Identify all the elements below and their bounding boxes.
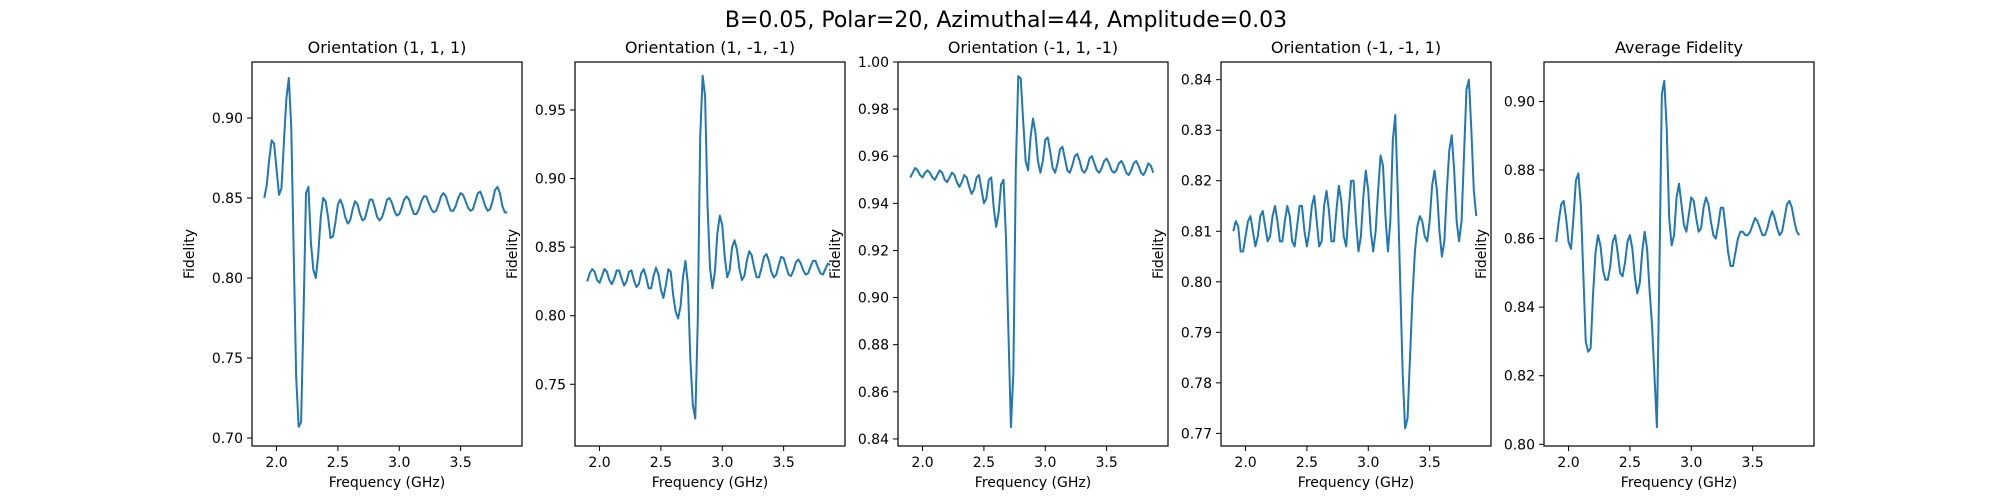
y-tick-label: 0.79: [1181, 325, 1212, 341]
y-tick-label: 0.96: [858, 149, 889, 165]
series-line: [909, 75, 1155, 429]
subplot-title: Average Fidelity: [1615, 38, 1743, 57]
x-tick-label: 2.0: [911, 455, 933, 471]
x-tick-label: 2.0: [588, 455, 610, 471]
y-tick-label: 0.84: [1181, 73, 1212, 89]
y-tick-label: 0.80: [212, 271, 243, 287]
y-tick-label: 0.90: [212, 111, 243, 127]
y-axis-label: Fidelity: [1474, 229, 1490, 279]
plot-frame: [1220, 61, 1492, 447]
plot-frame: [574, 61, 846, 447]
series-line: [1555, 79, 1801, 429]
y-tick-label: 0.84: [1504, 300, 1535, 316]
subplot-panels: 2.0 2.5 3.0 3.5 0.70 0.75 0.80 0.85 0.90 Orientat…: [182, 38, 1815, 491]
x-tick-label: 2.5: [973, 455, 995, 471]
x-tick-label: 3.5: [1419, 455, 1441, 471]
y-tick-label: 0.86: [858, 385, 889, 401]
x-tick-label: 3.5: [773, 455, 795, 471]
x-tick-label: 2.5: [1619, 455, 1641, 471]
y-tick-label: 0.88: [1504, 163, 1535, 179]
series-line: [586, 74, 831, 420]
x-tick-label: 2.0: [265, 455, 287, 471]
x-axis-label: Frequency (GHz): [975, 475, 1091, 491]
subplot-title: Orientation (1, 1, 1): [308, 38, 467, 57]
y-tick-label: 0.90: [858, 291, 889, 307]
y-tick-label: 0.77: [1181, 426, 1212, 442]
y-tick-label: 0.85: [535, 240, 566, 256]
plot-frame: [1543, 61, 1815, 447]
x-tick-label: 2.5: [327, 455, 349, 471]
x-tick-label: 3.0: [388, 455, 410, 471]
y-tick-label: 0.82: [1504, 369, 1535, 385]
x-tick-label: 3.0: [1034, 455, 1056, 471]
subplot-5: 2.0 2.5 3.0 3.5 0.80 0.82 0.84 0.86 0.88 0.90 Aver…: [1474, 38, 1815, 491]
x-tick-label: 3.0: [711, 455, 733, 471]
x-tick-label: 2.5: [1296, 455, 1318, 471]
y-tick-label: 0.75: [212, 351, 243, 367]
subplot-1: 2.0 2.5 3.0 3.5 0.70 0.75 0.80 0.85 0.90 Orientat…: [182, 38, 523, 491]
subplot-4: 2.0 2.5 3.0 3.5 0.77 0.78 0.79 0.80 0.81 0.82 0.83…: [1151, 38, 1492, 491]
y-tick-label: 0.81: [1181, 224, 1212, 240]
x-tick-label: 3.0: [1357, 455, 1379, 471]
y-tick-label: 1.00: [858, 55, 889, 71]
plot-frame: [897, 61, 1169, 447]
x-tick-label: 3.5: [1096, 455, 1118, 471]
y-tick-label: 0.80: [1504, 437, 1535, 453]
y-tick-label: 0.92: [858, 243, 889, 259]
y-tick-label: 0.75: [535, 377, 566, 393]
subplot-2: 2.0 2.5 3.0 3.5 0.75 0.80 0.85 0.90 0.95 Orientat…: [505, 38, 846, 491]
y-tick-label: 0.85: [212, 191, 243, 207]
y-tick-label: 0.90: [1504, 94, 1535, 110]
subplot-title: Orientation (-1, -1, 1): [1271, 38, 1441, 57]
y-tick-label: 0.80: [1181, 275, 1212, 291]
y-tick-label: 0.86: [1504, 232, 1535, 248]
y-tick-label: 0.70: [212, 431, 243, 447]
y-tick-label: 0.82: [1181, 174, 1212, 190]
y-axis-label: Fidelity: [505, 229, 521, 279]
y-axis-label: Fidelity: [1151, 229, 1167, 279]
y-tick-label: 0.95: [535, 103, 566, 119]
x-axis-label: Frequency (GHz): [329, 475, 445, 491]
subplot-title: Orientation (-1, 1, -1): [948, 38, 1118, 57]
y-tick-label: 0.84: [858, 432, 889, 448]
x-tick-label: 3.5: [1742, 455, 1764, 471]
plot-frame: [251, 61, 523, 447]
x-tick-label: 2.0: [1234, 455, 1256, 471]
y-axis-label: Fidelity: [828, 229, 844, 279]
y-tick-label: 0.78: [1181, 376, 1212, 392]
y-tick-label: 0.98: [858, 102, 889, 118]
y-tick-label: 0.83: [1181, 123, 1212, 139]
y-axis-label: Fidelity: [182, 229, 198, 279]
series-line: [1232, 78, 1478, 430]
x-tick-label: 2.5: [650, 455, 672, 471]
x-axis-label: Frequency (GHz): [1298, 475, 1414, 491]
x-tick-label: 3.0: [1680, 455, 1702, 471]
subplot-3: 2.0 2.5 3.0 3.5 0.84 0.86 0.88 0.90 0.92 0.94 0.96…: [828, 38, 1169, 491]
y-tick-label: 0.90: [535, 172, 566, 188]
x-tick-label: 3.5: [450, 455, 472, 471]
y-tick-label: 0.88: [858, 338, 889, 354]
y-tick-label: 0.94: [858, 196, 889, 212]
x-axis-label: Frequency (GHz): [1621, 475, 1737, 491]
x-tick-label: 2.0: [1557, 455, 1579, 471]
x-axis-label: Frequency (GHz): [652, 475, 768, 491]
figure-suptitle: B=0.05, Polar=20, Azimuthal=44, Amplitud…: [725, 8, 1287, 33]
subplot-title: Orientation (1, -1, -1): [625, 38, 795, 57]
y-tick-label: 0.80: [535, 309, 566, 325]
series-line: [263, 77, 508, 428]
